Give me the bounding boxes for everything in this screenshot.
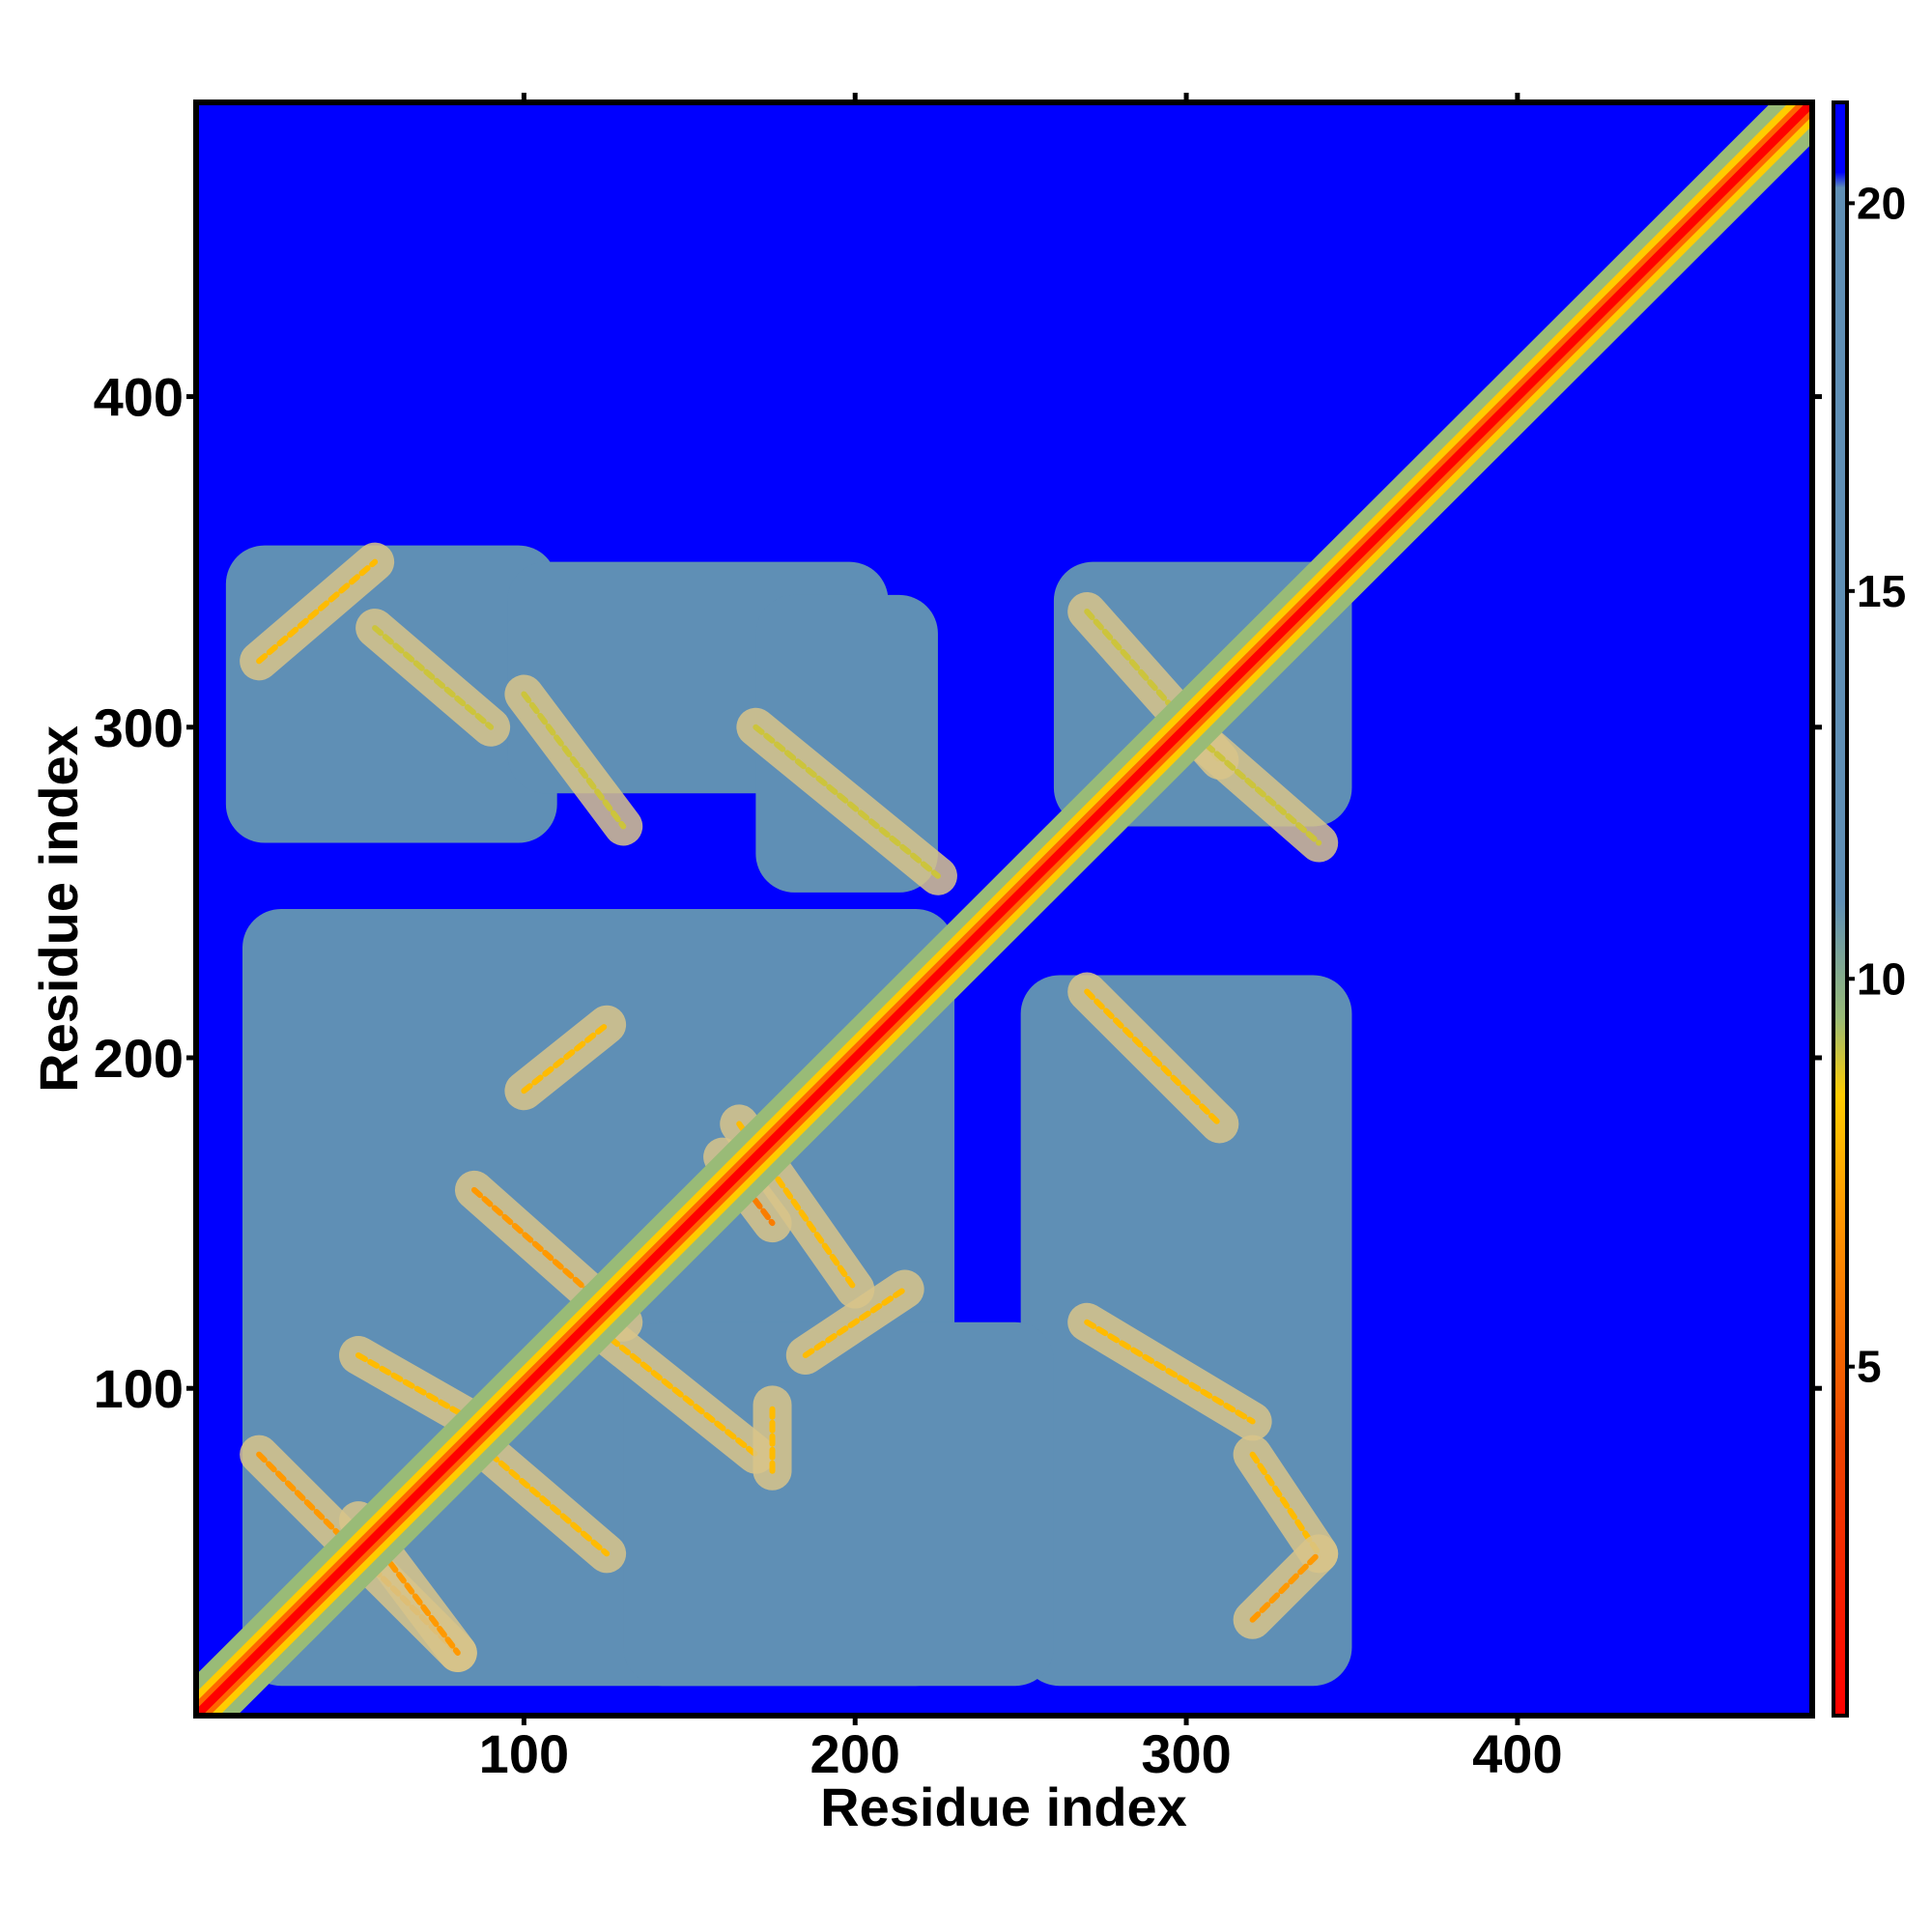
contact-stripe xyxy=(586,1319,759,1458)
colorbar-fill xyxy=(1833,102,1847,1716)
contact-stripe xyxy=(1249,1550,1322,1623)
x-tick-label: 300 xyxy=(1141,1723,1231,1784)
contact-stripe xyxy=(521,1021,611,1094)
x-tick-label: 100 xyxy=(479,1723,569,1784)
contact-stripe xyxy=(1183,724,1322,846)
diagonal-core xyxy=(196,102,1812,1716)
x-axis: 100 200 300 400 xyxy=(479,93,1563,1784)
contact-stripe xyxy=(521,691,627,830)
contact-stripe xyxy=(1249,1451,1322,1557)
colorbar-tick-label: 5 xyxy=(1857,1342,1882,1392)
y-tick-label: 100 xyxy=(94,1358,184,1419)
colorbar: 5 10 15 20 xyxy=(1832,100,1906,1718)
contact-stripe xyxy=(372,625,495,730)
colorbar-tick-label: 15 xyxy=(1857,566,1906,616)
y-axis-label: Residue index xyxy=(28,725,89,1093)
x-axis-label: Residue index xyxy=(820,1776,1187,1837)
contact-stripe xyxy=(1084,988,1223,1127)
colorbar-ticks: 5 10 15 20 xyxy=(1847,178,1906,1392)
contact-stripe xyxy=(488,1451,611,1557)
plot-frame xyxy=(193,99,1815,1719)
contact-stripe xyxy=(753,724,941,879)
x-tick-label: 200 xyxy=(810,1723,900,1784)
contact-stripe xyxy=(802,1286,908,1358)
x-tick-label: 400 xyxy=(1472,1723,1562,1784)
y-tick-label: 200 xyxy=(94,1028,184,1089)
heatmap xyxy=(196,102,1812,1716)
contact-stripe xyxy=(256,558,379,665)
colorbar-tick-label: 10 xyxy=(1857,953,1906,1004)
y-axis: 100 200 300 400 xyxy=(94,367,1822,1419)
y-tick-label: 400 xyxy=(94,367,184,428)
colorbar-tick-label: 20 xyxy=(1857,178,1906,228)
colorbar-frame xyxy=(1832,100,1849,1718)
contact-stripe xyxy=(1084,1319,1256,1425)
y-tick-label: 300 xyxy=(94,697,184,758)
contact-stripe xyxy=(355,1351,477,1425)
